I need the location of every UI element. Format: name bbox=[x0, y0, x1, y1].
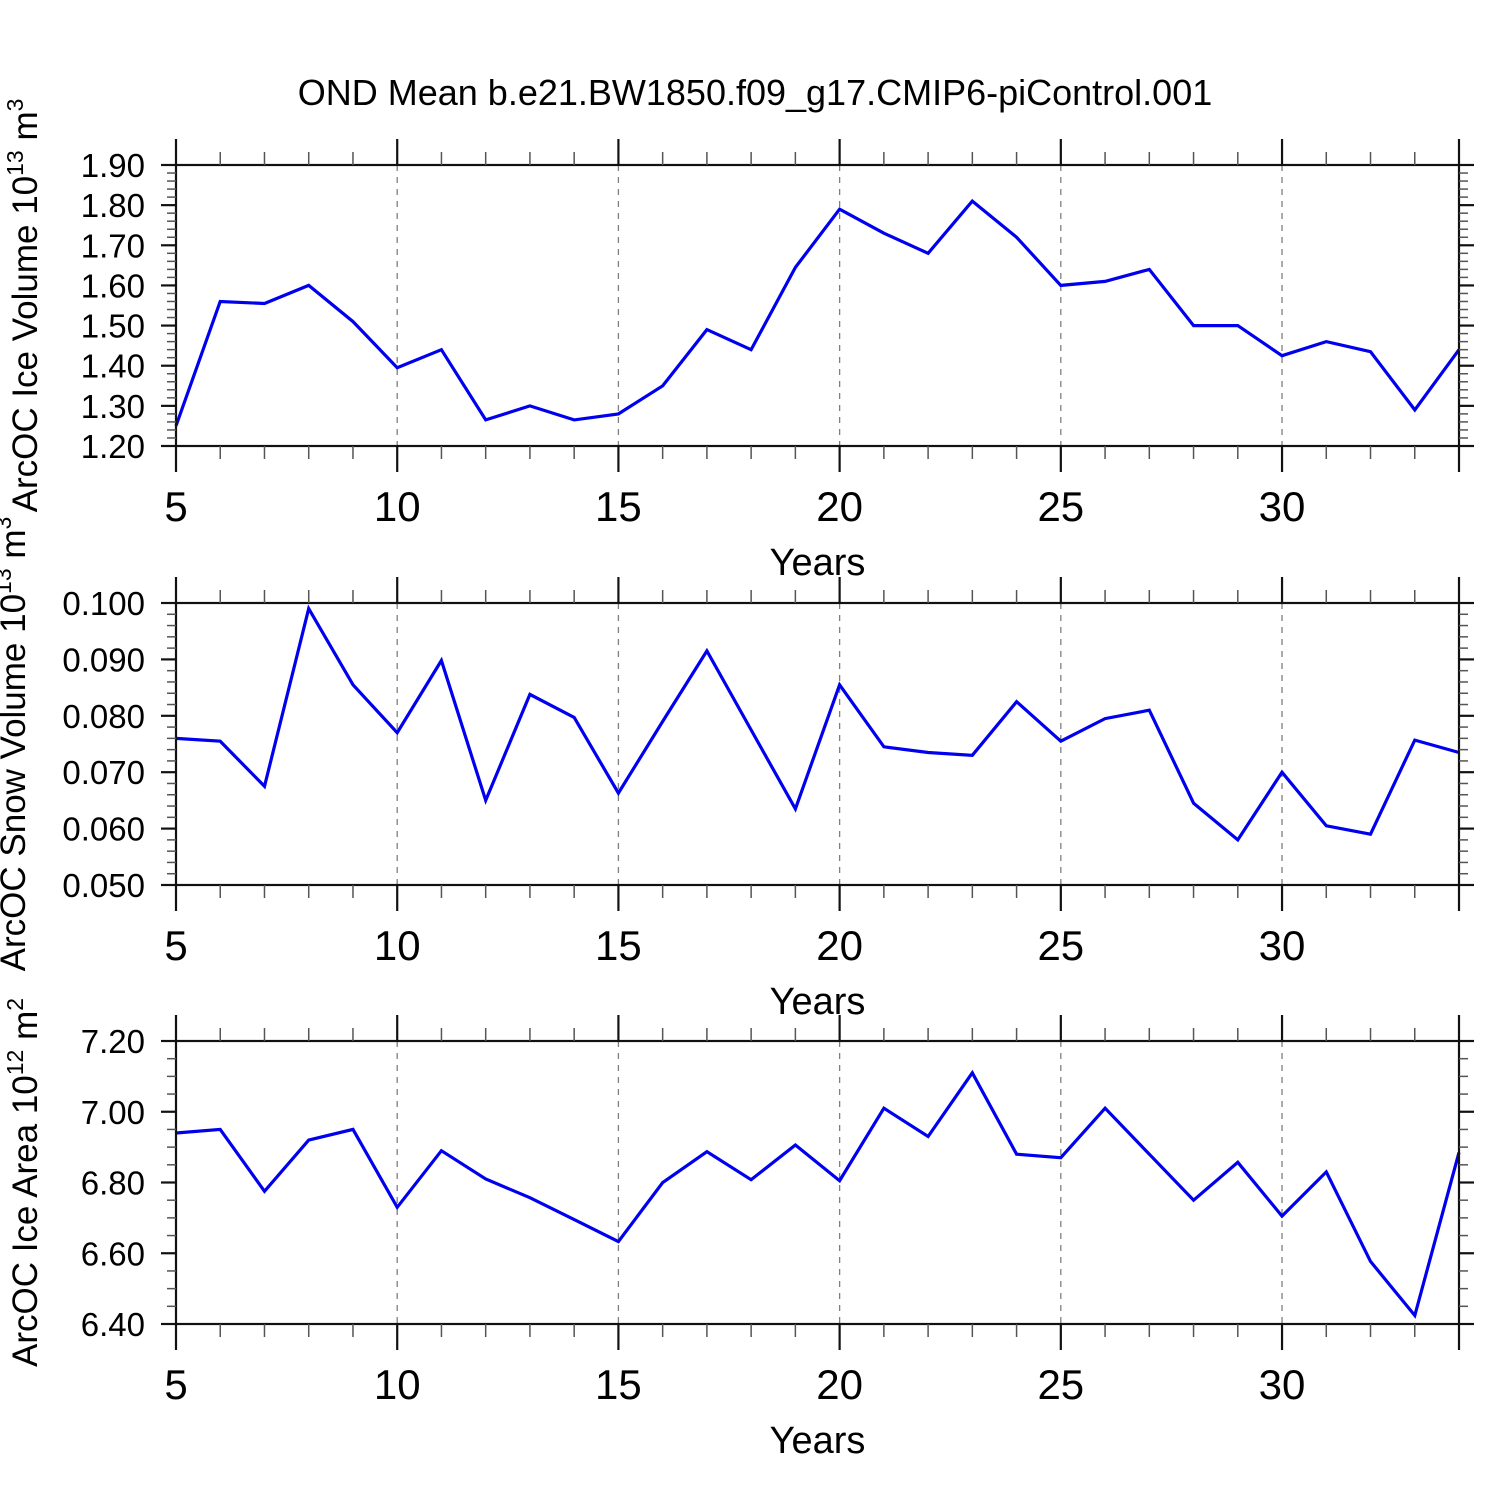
x-tick-label: 30 bbox=[1259, 1361, 1306, 1408]
x-tick-label: 25 bbox=[1037, 1361, 1084, 1408]
x-tick-label: 25 bbox=[1037, 922, 1084, 969]
x-tick-label: 30 bbox=[1259, 922, 1306, 969]
plot-frame bbox=[174, 1039, 1461, 1326]
x-tick-label: 20 bbox=[816, 483, 863, 530]
y-tick-label: 1.20 bbox=[81, 428, 145, 465]
y-tick-label: 7.20 bbox=[81, 1023, 145, 1060]
y-tick-label: 1.50 bbox=[81, 308, 145, 345]
y-axis-title: ArcOC Ice Volume 1013 m3 bbox=[2, 99, 45, 513]
y-axis-title: ArcOC Ice Area 1012 m2 bbox=[2, 998, 45, 1367]
y-tick-label: 1.60 bbox=[81, 267, 145, 304]
y-tick-label: 6.80 bbox=[81, 1165, 145, 1202]
plot-frame bbox=[174, 163, 1461, 448]
x-tick-label: 10 bbox=[374, 483, 421, 530]
x-tick-label: 15 bbox=[595, 1361, 642, 1408]
ice-area-line bbox=[175, 1069, 1461, 1319]
x-tick-label: 15 bbox=[595, 922, 642, 969]
y-tick-label: 1.90 bbox=[81, 147, 145, 184]
y-tick-label: 6.60 bbox=[81, 1235, 145, 1272]
x-tick-label: 30 bbox=[1259, 483, 1306, 530]
y-tick-label: 1.40 bbox=[81, 348, 145, 385]
x-axis-title: Years bbox=[770, 1420, 866, 1462]
y-tick-label: 0.100 bbox=[62, 585, 145, 622]
y-tick-label: 0.080 bbox=[62, 698, 145, 735]
y-tick-label: 0.090 bbox=[62, 641, 145, 678]
x-tick-label: 20 bbox=[816, 1361, 863, 1408]
y-tick-label: 0.060 bbox=[62, 811, 145, 848]
plot-frame bbox=[174, 601, 1461, 887]
ice-volume-line bbox=[174, 198, 1461, 427]
snow-volume-line bbox=[175, 604, 1460, 843]
panel-ice-area: 6.40 6.60 6.80 7.00 7.20 5 10 15 20 25 30 Years ArcO… bbox=[2, 998, 1474, 1462]
y-tick-label: 7.00 bbox=[81, 1094, 145, 1131]
y-tick-label: 1.30 bbox=[81, 388, 145, 425]
x-axis-title: Years bbox=[770, 981, 866, 1023]
x-tick-label: 10 bbox=[374, 922, 421, 969]
x-tick-label: 5 bbox=[164, 483, 187, 530]
y-tick-label: 6.40 bbox=[81, 1306, 145, 1343]
y-tick-label: 0.070 bbox=[62, 754, 145, 791]
chart-title: OND Mean b.e21.BW1850.f09_g17.CMIP6-piCo… bbox=[297, 72, 1213, 113]
y-tick-label: 0.050 bbox=[62, 867, 145, 904]
y-tick-label: 1.70 bbox=[81, 227, 145, 264]
y-axis-title: ArcOC Snow Volume 1013 m3 bbox=[0, 517, 33, 972]
x-tick-label: 5 bbox=[164, 1361, 187, 1408]
x-tick-label: 25 bbox=[1037, 483, 1084, 530]
x-tick-label: 5 bbox=[164, 922, 187, 969]
x-axis-title: Years bbox=[770, 542, 866, 584]
x-tick-label: 10 bbox=[374, 1361, 421, 1408]
panel-snow-volume: 0.050 0.060 0.070 0.080 0.090 0.100 5 10 15 20 25 3… bbox=[0, 517, 1474, 1023]
panel-ice-volume: 1.201.301.401.50 1.601.701.801.90 5 10 15 20 2… bbox=[2, 99, 1474, 584]
x-tick-label: 15 bbox=[595, 483, 642, 530]
x-tick-label: 20 bbox=[816, 922, 863, 969]
y-tick-label: 1.80 bbox=[81, 187, 145, 224]
